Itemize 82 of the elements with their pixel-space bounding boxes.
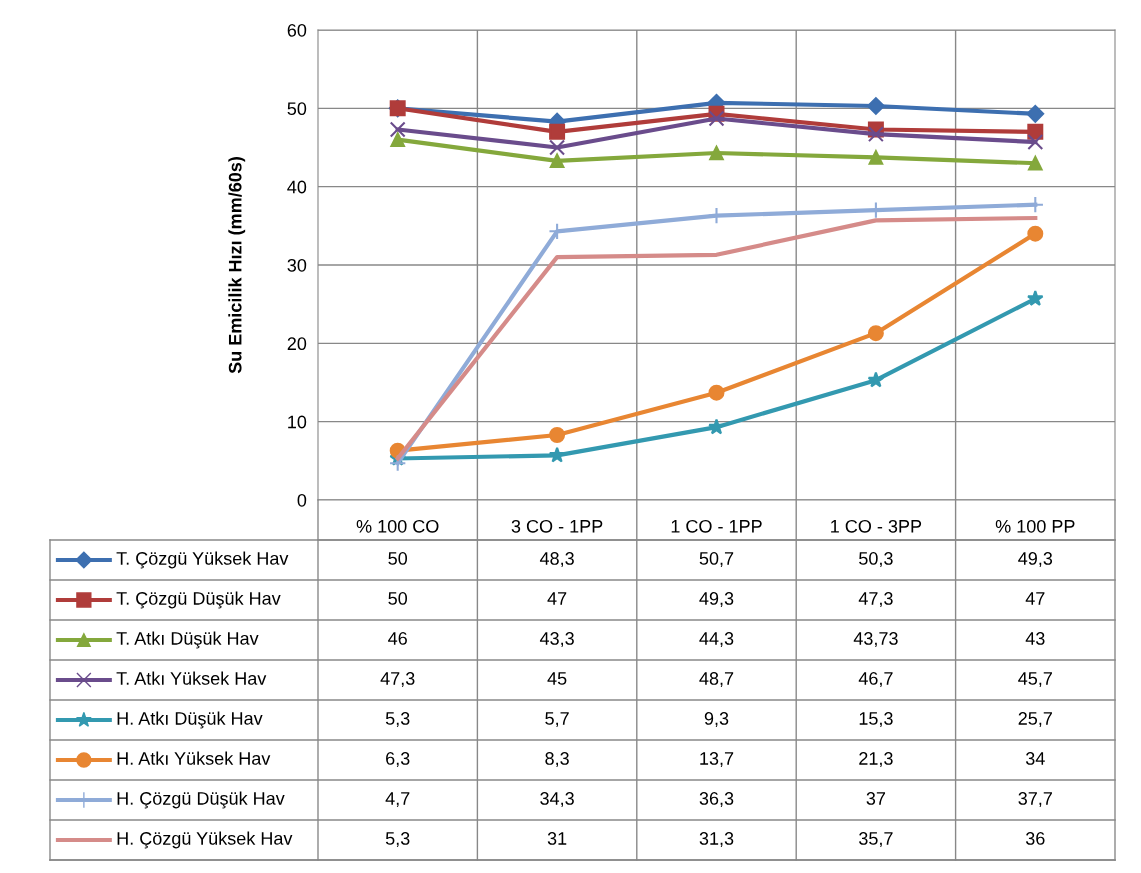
- point: [549, 427, 566, 443]
- data-label: 34: [1025, 752, 1045, 765]
- data-label: 46,7: [858, 672, 893, 687]
- point: [1027, 225, 1044, 242]
- data-label: 37: [866, 792, 886, 805]
- x-tick-label: 1 CO - 1PP: [671, 519, 762, 533]
- point: [390, 132, 405, 147]
- point: [868, 150, 884, 165]
- data-label: 5,3: [385, 832, 410, 847]
- point: [709, 145, 724, 161]
- point: [1026, 104, 1045, 123]
- data-label: 35,7: [859, 832, 893, 847]
- data-label: 6,3: [386, 752, 410, 767]
- data-label: 21,3: [859, 752, 893, 767]
- data-label: 47,3: [380, 672, 415, 687]
- data-label: 31,3: [699, 832, 734, 847]
- data-label: 45: [547, 672, 567, 685]
- y-tick-label: 40: [287, 180, 307, 194]
- data-label: 13,7: [700, 752, 734, 767]
- data-label: 5,3: [385, 712, 410, 727]
- legend-label: T. Çözgü Düşük Hav: [116, 591, 281, 609]
- point: [549, 153, 565, 169]
- point: [549, 139, 566, 156]
- data-label: 45,7: [1018, 672, 1052, 687]
- data-label: 36: [1025, 832, 1045, 845]
- data-label: 43,3: [539, 632, 574, 647]
- point: [1027, 134, 1044, 150]
- point: [389, 121, 406, 138]
- data-label: 31: [547, 832, 567, 845]
- legend-label: T. Atkı Düşük Hav: [116, 631, 259, 649]
- data-label: 44,3: [699, 632, 734, 647]
- point: [708, 384, 725, 401]
- legend-label: H. Çözgü Yüksek Hav: [117, 831, 293, 849]
- y-tick-label: 10: [288, 415, 307, 429]
- data-label: 4,7: [385, 792, 410, 807]
- point: [549, 123, 566, 140]
- data-label: 50,7: [699, 552, 734, 567]
- point: [867, 126, 884, 143]
- legend-label: T. Çözgü Yüksek Hav: [116, 551, 289, 569]
- point: [867, 371, 885, 388]
- y-axis-title: Su Emicilik Hızı (mm/60s): [228, 157, 246, 374]
- data-label: 48,7: [699, 672, 734, 687]
- data-label: 9,3: [704, 712, 729, 727]
- data-label: 50: [388, 592, 408, 605]
- point: [708, 110, 725, 127]
- data-label: 49,3: [1018, 552, 1053, 567]
- y-tick-label: 60: [287, 23, 307, 37]
- data-label: 47,3: [858, 592, 893, 607]
- data-label: 5,7: [545, 712, 569, 727]
- data-label: 49,3: [699, 592, 734, 607]
- data-label: 34,3: [540, 792, 574, 807]
- y-tick-label: 30: [287, 258, 307, 272]
- data-label: 46: [388, 632, 407, 645]
- point: [708, 418, 725, 435]
- legend-label: H. Atkı Yüksek Hav: [117, 751, 271, 765]
- x-tick-label: 3 CO - 1PP: [511, 519, 603, 533]
- data-label: 47: [1025, 592, 1045, 605]
- point: [1028, 155, 1043, 171]
- data-label: 43,73: [853, 632, 898, 647]
- x-tick-label: % 100 PP: [995, 519, 1075, 533]
- y-tick-label: 50: [287, 102, 307, 116]
- data-label: 15,3: [859, 712, 893, 727]
- legend-label: T. Atkı Yüksek Hav: [116, 671, 267, 685]
- data-label: 43: [1025, 632, 1045, 645]
- legend-label: H. Çözgü Düşük Hav: [117, 791, 285, 809]
- y-tick-label: 0: [297, 493, 307, 507]
- data-label: 47: [547, 592, 567, 605]
- data-label: 36,3: [699, 792, 734, 807]
- y-tick-label: 20: [287, 337, 307, 351]
- point: [867, 325, 884, 342]
- point: [1026, 290, 1044, 306]
- data-label: 8,3: [545, 752, 569, 767]
- legend-label: H. Atkı Düşük Hav: [117, 711, 263, 729]
- x-tick-label: % 100 CO: [356, 519, 439, 533]
- x-tick-label: 1 CO - 3PP: [831, 519, 922, 533]
- data-label: 48,3: [539, 552, 574, 567]
- data-label: 25,7: [1018, 712, 1052, 727]
- point: [548, 446, 566, 463]
- data-label: 50: [388, 552, 408, 565]
- data-label: 37,7: [1018, 792, 1052, 807]
- point: [867, 97, 885, 115]
- data-label: 50,3: [859, 552, 893, 567]
